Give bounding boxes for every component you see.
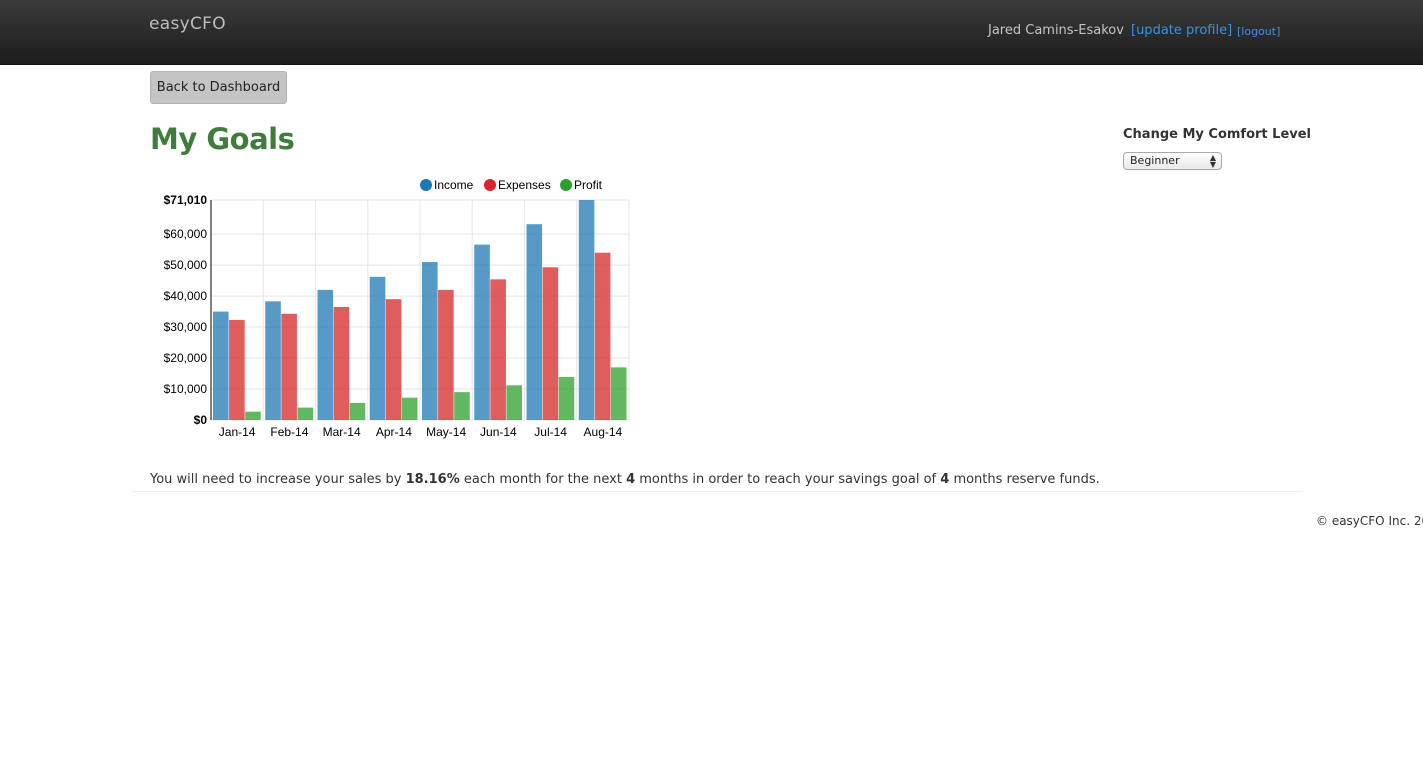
goal-text-3: months in order to reach your savings go… [635, 472, 941, 487]
logout-link[interactable]: [logout] [1237, 25, 1281, 38]
y-tick-label: $60,000 [164, 227, 208, 241]
y-tick-label: $10,000 [164, 382, 208, 396]
y-tick-label: $20,000 [164, 351, 208, 365]
bar-profit [610, 367, 627, 420]
goal-text-1: You will need to increase your sales by [150, 472, 406, 487]
legend-label-income: Income [434, 178, 474, 192]
bar-expenses [229, 319, 245, 420]
bar-expenses [281, 313, 297, 420]
bar-income [578, 200, 595, 420]
y-tick-label: $0 [194, 413, 208, 427]
bar-expenses [438, 289, 454, 420]
goal-months-next: 4 [626, 472, 636, 487]
bar-income [422, 261, 438, 420]
bar-profit [401, 397, 418, 420]
back-to-dashboard-button[interactable]: Back to Dashboard [150, 71, 287, 104]
footer-copyright: © easyCFO Inc. 20 [1316, 514, 1423, 528]
bar-expenses [385, 299, 402, 420]
goals-bar-chart: $0 $10,000 $20,000 $30,000 $40,000 $50,000 $60… [164, 178, 630, 439]
bar-profit [506, 385, 522, 420]
bar-income [369, 276, 386, 420]
legend-label-profit: Profit [574, 178, 603, 192]
bar-profit [349, 402, 366, 420]
comfort-level-value: Beginner [1130, 154, 1180, 167]
x-tick-label: Aug-14 [584, 425, 623, 439]
bar-profit [297, 407, 313, 420]
x-tick-label: Apr-14 [376, 425, 412, 439]
x-tick-label: Jun-14 [480, 425, 517, 439]
bar-expenses [490, 279, 506, 420]
goal-percentage: 18.16% [405, 472, 460, 487]
legend-dot-profit [560, 179, 572, 191]
bar-income [213, 311, 229, 420]
bar-income [317, 289, 334, 420]
goal-text-4: months reserve funds. [949, 472, 1100, 487]
bar-expenses [542, 267, 559, 420]
bar-income [265, 301, 281, 420]
bar-profit [245, 411, 261, 420]
x-tick-label: Jan-14 [219, 425, 256, 439]
y-tick-label: $30,000 [164, 320, 208, 334]
select-arrows-icon: ▲ ▼ [1209, 153, 1216, 169]
goal-months-reserve: 4 [940, 472, 950, 487]
comfort-level-select[interactable]: Beginner ▲ ▼ [1123, 152, 1222, 170]
bar-expenses [594, 252, 611, 420]
x-tick-label: Feb-14 [270, 425, 308, 439]
bar-income [526, 224, 543, 420]
content-divider [133, 491, 1303, 492]
legend-label-expenses: Expenses [498, 178, 551, 192]
legend-dot-expenses [484, 179, 496, 191]
x-tick-label: Mar-14 [323, 425, 361, 439]
y-tick-label: $71,010 [164, 193, 208, 207]
comfort-level-title: Change My Comfort Level [1123, 127, 1312, 142]
y-tick-label: $50,000 [164, 258, 208, 272]
x-tick-label: May-14 [426, 425, 466, 439]
legend-dot-income [420, 179, 432, 191]
bar-profit [558, 376, 575, 420]
top-navbar: easyCFO Jared Camins-Esakov [update prof… [0, 0, 1423, 65]
page-title: My Goals [150, 122, 295, 156]
goal-summary: You will need to increase your sales by … [150, 472, 1100, 487]
user-name: Jared Camins-Esakov [988, 23, 1124, 38]
bar-expenses [333, 306, 350, 420]
x-tick-label: Jul-14 [534, 425, 567, 439]
y-tick-label: $40,000 [164, 289, 208, 303]
bar-income [474, 244, 490, 420]
update-profile-link[interactable]: [update profile] [1131, 23, 1233, 38]
bar-profit [454, 392, 470, 420]
goal-text-2: each month for the next [459, 472, 627, 487]
brand-logo[interactable]: easyCFO [149, 14, 226, 34]
